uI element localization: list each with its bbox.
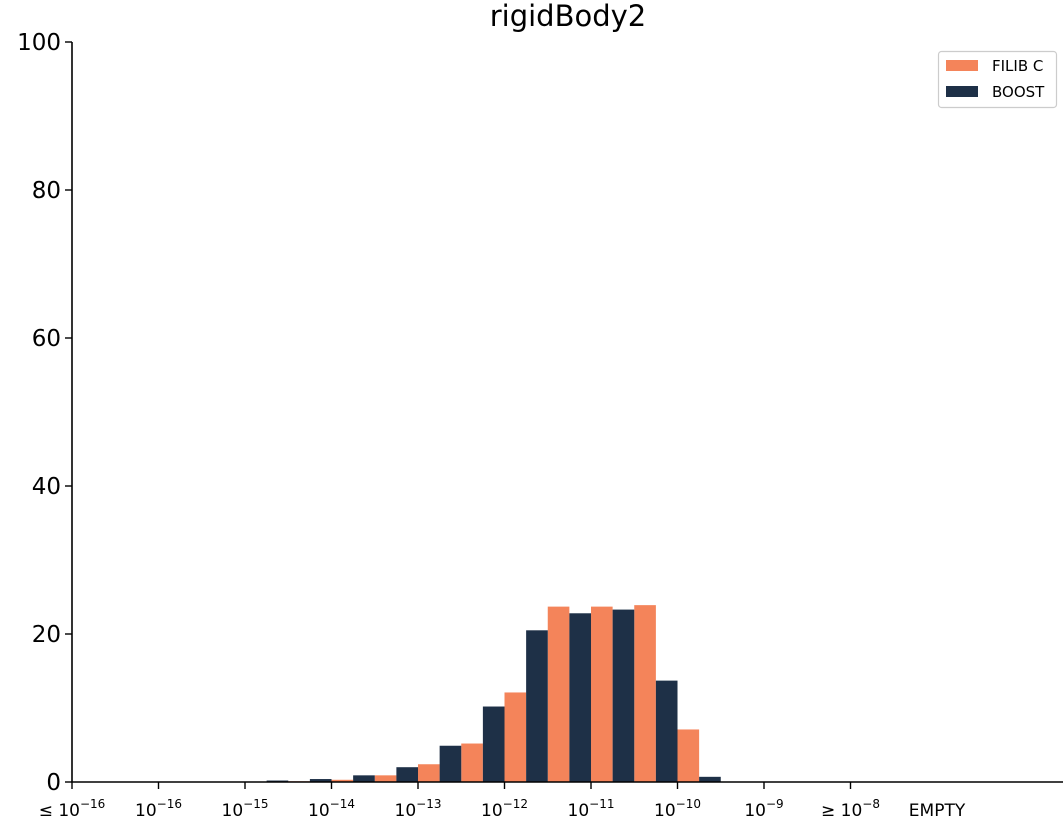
x-tick-label: 10−11 (568, 797, 615, 821)
x-tick-label: 10−15 (222, 797, 269, 821)
bar-boost (526, 630, 548, 782)
y-tick-label: 0 (46, 770, 61, 796)
bar-boost (482, 706, 505, 782)
chart-title: rigidBody2 (490, 0, 647, 33)
legend-swatch (946, 86, 978, 97)
bar-filib-c (331, 779, 354, 782)
legend-label: BOOST (992, 83, 1045, 101)
x-tick-label: 10−10 (654, 797, 701, 821)
y-tick-label: 40 (32, 474, 61, 500)
x-tick-label: ≥ 10−8 (821, 797, 880, 821)
x-axis-ticks: ≤ 10−16 10−16 10−15 10−14 10−13 10−12 10−11 10−… (39, 782, 966, 821)
y-tick-label: 20 (32, 622, 61, 648)
legend-label: FILIB C (992, 57, 1043, 75)
bar-filib-c (591, 606, 613, 782)
x-tick-label: ≤ 10−16 (39, 797, 106, 821)
x-tick-label: 10−13 (395, 797, 442, 821)
bar-filib-c (634, 605, 656, 782)
bar-filib-c (461, 743, 483, 782)
bar-boost (612, 609, 635, 782)
x-tick-label: 10−16 (135, 797, 182, 821)
bar-boost (309, 779, 332, 782)
legend-swatch (946, 60, 978, 71)
bar-filib-c (418, 764, 440, 782)
y-tick-label: 60 (32, 326, 61, 352)
x-tick-label: 10−9 (744, 797, 783, 821)
axes-layer (71, 42, 1063, 783)
x-tick-label: 10−12 (481, 797, 528, 821)
legend: FILIB C BOOST (937, 50, 1058, 109)
bar-boost (655, 680, 678, 782)
bar-filib-c (547, 606, 570, 782)
bar-filib-c (504, 692, 527, 782)
bar-boost (396, 767, 419, 782)
x-tick-label: 10−14 (308, 797, 355, 821)
bars-layer (266, 605, 721, 782)
bar-boost (353, 775, 375, 782)
bar-boost (569, 613, 592, 782)
bar-filib-c (677, 729, 700, 782)
bar-boost (699, 776, 721, 782)
x-tick-label: EMPTY (909, 801, 966, 821)
bar-filib-c (374, 775, 397, 782)
y-tick-label: 100 (17, 30, 61, 56)
bar-boost (439, 745, 462, 782)
y-tick-label: 80 (32, 178, 61, 204)
y-axis-ticks: 0 20 40 60 80 100 (17, 30, 72, 796)
